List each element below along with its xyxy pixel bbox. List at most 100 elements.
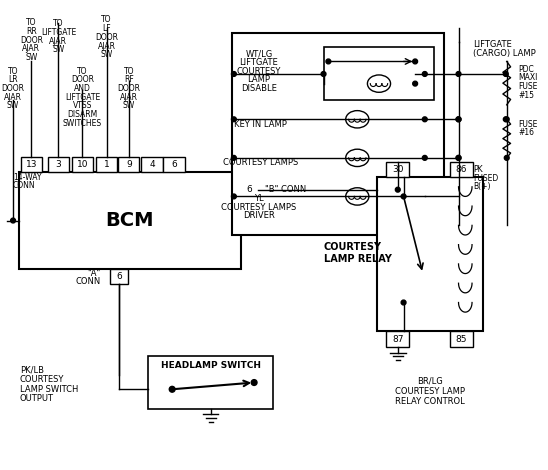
Text: YL: YL (254, 194, 264, 203)
Text: FUSE: FUSE (518, 120, 538, 129)
Bar (118, 157, 139, 172)
Text: MAXI: MAXI (518, 73, 538, 82)
Text: DOOR: DOOR (117, 84, 140, 93)
Circle shape (423, 194, 427, 199)
Ellipse shape (346, 149, 369, 166)
Text: LIFTGATE: LIFTGATE (473, 39, 512, 48)
Text: DISABLE: DISABLE (241, 84, 277, 93)
Circle shape (456, 194, 461, 199)
Text: CONN: CONN (76, 277, 101, 286)
Bar (450, 331, 473, 347)
Circle shape (395, 187, 400, 192)
Bar (386, 331, 409, 347)
Circle shape (326, 59, 331, 64)
Text: DOOR: DOOR (95, 33, 118, 42)
Text: 13: 13 (26, 160, 37, 169)
Text: AJAR: AJAR (98, 41, 116, 50)
Text: FUSE: FUSE (518, 82, 538, 91)
Bar (232, 32, 444, 235)
Text: 6: 6 (171, 160, 177, 169)
Text: 6: 6 (247, 185, 252, 194)
Text: RR: RR (26, 27, 37, 36)
Text: 86: 86 (456, 165, 467, 174)
Bar (48, 157, 69, 172)
Circle shape (423, 156, 427, 160)
Bar (323, 47, 435, 100)
Text: COURTESY: COURTESY (20, 375, 64, 384)
Text: AJAR: AJAR (49, 37, 67, 46)
Bar (241, 182, 258, 197)
Circle shape (231, 194, 236, 199)
Text: WT/LG: WT/LG (246, 49, 272, 58)
Text: COURTESY: COURTESY (323, 242, 381, 251)
Text: COURTESY: COURTESY (237, 67, 281, 76)
Text: 14-WAY: 14-WAY (13, 172, 42, 181)
Text: AND: AND (74, 84, 91, 93)
Text: AJAR: AJAR (4, 93, 22, 102)
Text: TO: TO (101, 16, 112, 24)
Text: OUTPUT: OUTPUT (20, 394, 54, 403)
Text: PDC: PDC (518, 65, 534, 74)
Text: CONN: CONN (13, 181, 36, 190)
Text: TO: TO (26, 18, 37, 27)
Text: LR: LR (8, 75, 18, 84)
Text: TO: TO (53, 19, 64, 28)
Text: DOOR: DOOR (2, 84, 25, 93)
Text: LAMP: LAMP (248, 75, 271, 84)
Circle shape (456, 117, 461, 122)
Circle shape (231, 156, 236, 160)
Bar (376, 177, 483, 331)
Text: 6: 6 (116, 272, 122, 281)
Bar (72, 157, 93, 172)
Circle shape (423, 71, 427, 77)
Text: PK: PK (473, 165, 483, 174)
Circle shape (169, 386, 175, 392)
Circle shape (10, 218, 15, 223)
Text: BCM: BCM (106, 211, 154, 230)
Text: LAMP SWITCH: LAMP SWITCH (20, 385, 78, 394)
Text: FUSED: FUSED (473, 173, 498, 183)
Bar (19, 172, 241, 269)
Text: RELAY CONTROL: RELAY CONTROL (395, 397, 465, 406)
Circle shape (413, 81, 418, 86)
Text: PK/LB: PK/LB (20, 366, 44, 375)
Circle shape (231, 71, 236, 77)
Text: HEADLAMP SWITCH: HEADLAMP SWITCH (161, 360, 261, 370)
Ellipse shape (367, 75, 391, 92)
Text: B(+): B(+) (473, 182, 490, 191)
Text: 10: 10 (77, 160, 88, 169)
Text: DRIVER: DRIVER (243, 211, 275, 220)
Circle shape (456, 71, 461, 77)
Circle shape (321, 71, 326, 77)
Ellipse shape (346, 110, 369, 128)
Bar (386, 162, 409, 177)
Text: RF: RF (124, 75, 134, 84)
Text: LIFTGATE: LIFTGATE (41, 28, 76, 37)
Circle shape (401, 300, 406, 305)
Bar (148, 355, 273, 408)
Text: SW: SW (100, 50, 113, 59)
Bar (96, 157, 117, 172)
Text: COURTESY LAMPS: COURTESY LAMPS (221, 203, 296, 212)
Text: 87: 87 (392, 335, 403, 344)
Text: 30: 30 (392, 165, 403, 174)
Circle shape (504, 71, 508, 77)
Text: TO: TO (123, 67, 134, 76)
Text: #15: #15 (518, 91, 534, 100)
Text: 9: 9 (126, 160, 132, 169)
Ellipse shape (346, 188, 369, 205)
Text: DISARM: DISARM (67, 110, 98, 119)
Text: AJAR: AJAR (120, 93, 138, 102)
Text: COURTESY LAMP: COURTESY LAMP (395, 387, 465, 396)
Text: SW: SW (7, 102, 19, 110)
Text: (CARGO) LAMP: (CARGO) LAMP (473, 49, 536, 58)
Text: LAMP RELAY: LAMP RELAY (323, 254, 391, 264)
Text: #16: #16 (518, 128, 534, 137)
Text: SWITCHES: SWITCHES (63, 118, 102, 128)
Bar (141, 157, 163, 172)
Text: LIFTGATE: LIFTGATE (239, 58, 278, 67)
Text: 85: 85 (456, 335, 467, 344)
Circle shape (251, 380, 257, 385)
Text: LIFTGATE: LIFTGATE (65, 93, 100, 102)
Text: 4: 4 (149, 160, 155, 169)
